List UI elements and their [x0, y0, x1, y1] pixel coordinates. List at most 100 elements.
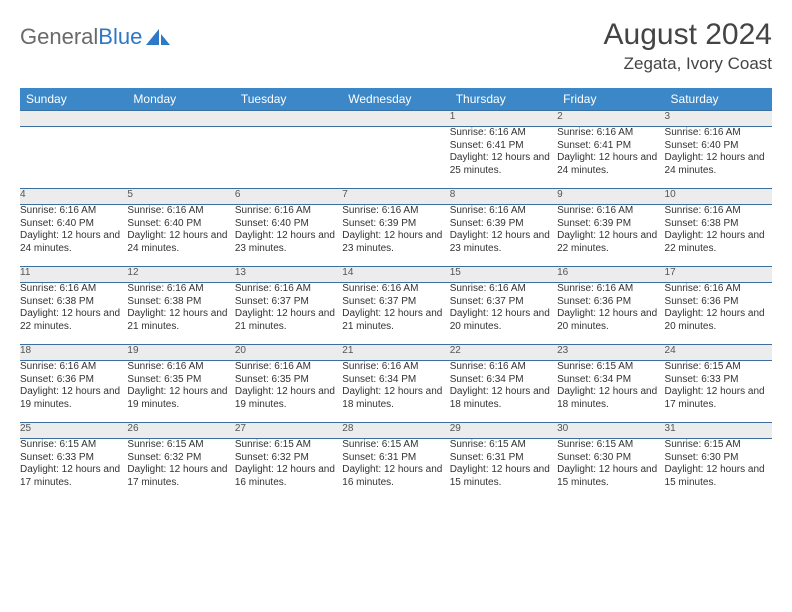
location-label: Zegata, Ivory Coast	[604, 54, 772, 74]
sunrise-line: Sunrise: 6:16 AM	[665, 127, 772, 140]
weekday-header: Tuesday	[235, 88, 342, 111]
sunset-line: Sunset: 6:37 PM	[235, 296, 342, 309]
day-detail-cell: Sunrise: 6:15 AMSunset: 6:31 PMDaylight:…	[342, 439, 449, 501]
day-detail-cell	[342, 127, 449, 189]
day-number-cell: 3	[665, 111, 772, 127]
day-number-cell: 7	[342, 189, 449, 205]
day-detail-row: Sunrise: 6:16 AMSunset: 6:36 PMDaylight:…	[20, 361, 772, 423]
day-detail-cell: Sunrise: 6:16 AMSunset: 6:34 PMDaylight:…	[342, 361, 449, 423]
sunset-line: Sunset: 6:40 PM	[127, 218, 234, 231]
day-number-cell: 4	[20, 189, 127, 205]
day-detail-cell: Sunrise: 6:16 AMSunset: 6:36 PMDaylight:…	[665, 283, 772, 345]
day-detail-cell	[235, 127, 342, 189]
sunset-line: Sunset: 6:34 PM	[450, 374, 557, 387]
sunset-line: Sunset: 6:30 PM	[665, 452, 772, 465]
sunrise-line: Sunrise: 6:16 AM	[450, 361, 557, 374]
day-detail-cell: Sunrise: 6:16 AMSunset: 6:39 PMDaylight:…	[450, 205, 557, 267]
day-number-cell: 25	[20, 423, 127, 439]
day-number-cell: 9	[557, 189, 664, 205]
day-number-cell: 11	[20, 267, 127, 283]
daylight-line: Daylight: 12 hours and 24 minutes.	[20, 230, 127, 255]
weekday-header: Monday	[127, 88, 234, 111]
day-number-cell: 2	[557, 111, 664, 127]
sunrise-line: Sunrise: 6:16 AM	[20, 283, 127, 296]
day-number-cell: 24	[665, 345, 772, 361]
day-number-cell: 20	[235, 345, 342, 361]
day-number-cell	[127, 111, 234, 127]
sunrise-line: Sunrise: 6:15 AM	[127, 439, 234, 452]
day-detail-cell: Sunrise: 6:16 AMSunset: 6:40 PMDaylight:…	[665, 127, 772, 189]
sunrise-line: Sunrise: 6:16 AM	[557, 205, 664, 218]
day-detail-row: Sunrise: 6:16 AMSunset: 6:38 PMDaylight:…	[20, 283, 772, 345]
sunset-line: Sunset: 6:32 PM	[235, 452, 342, 465]
sunset-line: Sunset: 6:37 PM	[450, 296, 557, 309]
day-detail-cell: Sunrise: 6:16 AMSunset: 6:38 PMDaylight:…	[665, 205, 772, 267]
day-detail-cell: Sunrise: 6:16 AMSunset: 6:39 PMDaylight:…	[342, 205, 449, 267]
day-number-cell	[235, 111, 342, 127]
day-detail-cell: Sunrise: 6:15 AMSunset: 6:30 PMDaylight:…	[557, 439, 664, 501]
weekday-header-row: SundayMondayTuesdayWednesdayThursdayFrid…	[20, 88, 772, 111]
day-number-cell: 28	[342, 423, 449, 439]
day-detail-row: Sunrise: 6:15 AMSunset: 6:33 PMDaylight:…	[20, 439, 772, 501]
sunset-line: Sunset: 6:31 PM	[342, 452, 449, 465]
sunrise-line: Sunrise: 6:16 AM	[127, 283, 234, 296]
daylight-line: Daylight: 12 hours and 19 minutes.	[235, 386, 342, 411]
day-number-row: 25262728293031	[20, 423, 772, 439]
day-detail-cell: Sunrise: 6:16 AMSunset: 6:38 PMDaylight:…	[127, 283, 234, 345]
sunrise-line: Sunrise: 6:15 AM	[557, 439, 664, 452]
day-number-cell: 13	[235, 267, 342, 283]
sunset-line: Sunset: 6:36 PM	[20, 374, 127, 387]
sunset-line: Sunset: 6:32 PM	[127, 452, 234, 465]
daylight-line: Daylight: 12 hours and 25 minutes.	[450, 152, 557, 177]
sunset-line: Sunset: 6:40 PM	[20, 218, 127, 231]
daylight-line: Daylight: 12 hours and 17 minutes.	[665, 386, 772, 411]
day-number-cell: 27	[235, 423, 342, 439]
weekday-header: Friday	[557, 88, 664, 111]
daylight-line: Daylight: 12 hours and 20 minutes.	[450, 308, 557, 333]
sunset-line: Sunset: 6:40 PM	[235, 218, 342, 231]
sunrise-line: Sunrise: 6:16 AM	[20, 205, 127, 218]
sunrise-line: Sunrise: 6:16 AM	[450, 127, 557, 140]
day-number-row: 45678910	[20, 189, 772, 205]
daylight-line: Daylight: 12 hours and 19 minutes.	[127, 386, 234, 411]
weekday-header: Wednesday	[342, 88, 449, 111]
day-number-cell: 12	[127, 267, 234, 283]
day-number-cell: 17	[665, 267, 772, 283]
day-number-cell: 19	[127, 345, 234, 361]
sunset-line: Sunset: 6:34 PM	[342, 374, 449, 387]
brand-sail-icon	[146, 27, 172, 47]
sunrise-line: Sunrise: 6:15 AM	[342, 439, 449, 452]
day-detail-cell: Sunrise: 6:15 AMSunset: 6:33 PMDaylight:…	[20, 439, 127, 501]
sunrise-line: Sunrise: 6:16 AM	[342, 283, 449, 296]
weekday-header: Thursday	[450, 88, 557, 111]
day-number-cell: 30	[557, 423, 664, 439]
sunrise-line: Sunrise: 6:16 AM	[665, 205, 772, 218]
sunrise-line: Sunrise: 6:16 AM	[450, 205, 557, 218]
day-number-cell: 31	[665, 423, 772, 439]
daylight-line: Daylight: 12 hours and 22 minutes.	[557, 230, 664, 255]
day-number-row: 123	[20, 111, 772, 127]
day-detail-cell: Sunrise: 6:15 AMSunset: 6:34 PMDaylight:…	[557, 361, 664, 423]
sunrise-line: Sunrise: 6:15 AM	[557, 361, 664, 374]
day-number-row: 18192021222324	[20, 345, 772, 361]
sunset-line: Sunset: 6:33 PM	[20, 452, 127, 465]
day-number-cell	[342, 111, 449, 127]
day-number-row: 11121314151617	[20, 267, 772, 283]
day-detail-cell: Sunrise: 6:16 AMSunset: 6:37 PMDaylight:…	[450, 283, 557, 345]
daylight-line: Daylight: 12 hours and 24 minutes.	[665, 152, 772, 177]
calendar-body: 123Sunrise: 6:16 AMSunset: 6:41 PMDaylig…	[20, 111, 772, 501]
day-detail-cell: Sunrise: 6:15 AMSunset: 6:31 PMDaylight:…	[450, 439, 557, 501]
sunset-line: Sunset: 6:39 PM	[342, 218, 449, 231]
daylight-line: Daylight: 12 hours and 21 minutes.	[342, 308, 449, 333]
day-number-cell: 29	[450, 423, 557, 439]
sunrise-line: Sunrise: 6:15 AM	[665, 439, 772, 452]
sunrise-line: Sunrise: 6:16 AM	[557, 283, 664, 296]
sunrise-line: Sunrise: 6:15 AM	[235, 439, 342, 452]
sunrise-line: Sunrise: 6:16 AM	[235, 283, 342, 296]
sunrise-line: Sunrise: 6:16 AM	[342, 361, 449, 374]
day-detail-cell: Sunrise: 6:16 AMSunset: 6:35 PMDaylight:…	[127, 361, 234, 423]
day-detail-cell	[127, 127, 234, 189]
brand-part1: General	[20, 24, 98, 50]
day-detail-cell: Sunrise: 6:16 AMSunset: 6:40 PMDaylight:…	[127, 205, 234, 267]
daylight-line: Daylight: 12 hours and 24 minutes.	[127, 230, 234, 255]
